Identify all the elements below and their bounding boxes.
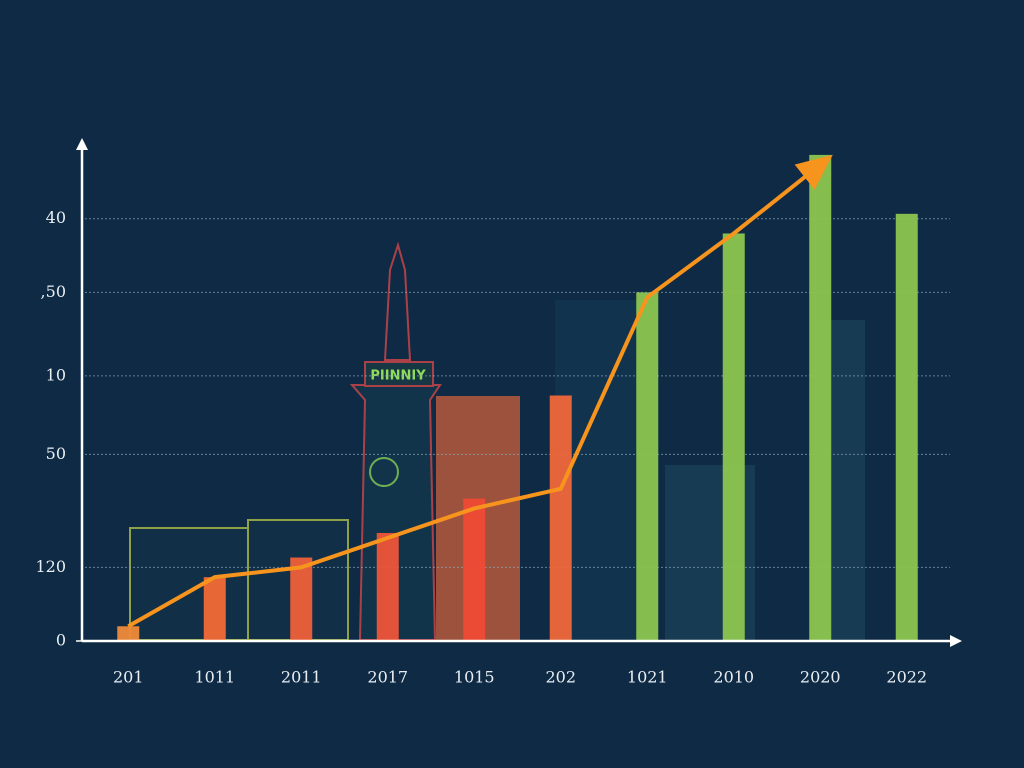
x-tick-label: 2017: [367, 668, 408, 687]
bar: [203, 577, 226, 641]
bar: [463, 498, 486, 641]
bar: [549, 395, 572, 641]
x-tick-label: 2022: [886, 668, 927, 687]
plot-area: 0 120 50 10 ,50 40 201 1011 2011 2017 1015 202 1021 2…: [35, 154, 950, 687]
y-tick-label: 0: [56, 631, 66, 650]
bar: [117, 626, 140, 641]
x-tick-label: 1015: [454, 668, 495, 687]
x-tick-label: 202: [545, 668, 576, 687]
y-tick-label: 120: [35, 557, 66, 576]
x-tick-label: 2011: [281, 668, 322, 687]
y-tick-label: ,50: [41, 282, 66, 301]
y-tick-label: 10: [46, 365, 66, 384]
y-axis-arrow: [76, 138, 88, 150]
y-tick-label: 50: [46, 444, 66, 463]
bar: [636, 292, 659, 641]
x-axis-arrow: [950, 635, 962, 647]
bar: [895, 213, 918, 641]
trend-line: [127, 154, 833, 629]
x-tick-label: 2010: [713, 668, 754, 687]
bar: [290, 557, 313, 641]
x-tick-label: 1021: [627, 668, 668, 687]
bar: [809, 154, 832, 641]
bar: [722, 233, 745, 641]
x-tick-label: 201: [113, 668, 144, 687]
x-tick-label: 2020: [800, 668, 841, 687]
bar: [376, 532, 399, 641]
x-tick-label: 1011: [194, 668, 235, 687]
y-tick-label: 40: [46, 208, 66, 227]
